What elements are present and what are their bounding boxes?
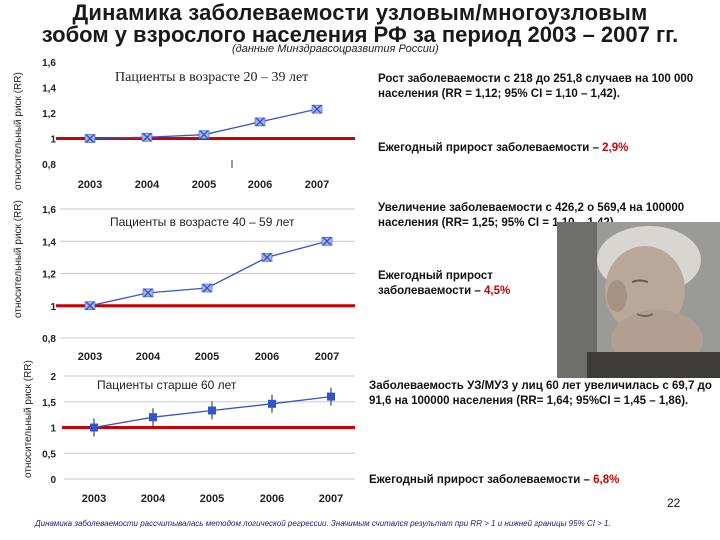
y-tick-label: 0 — [50, 475, 56, 486]
panel-growth-3: Ежегодный прирост заболеваемости – 6,8% — [369, 473, 714, 488]
panel-text-3: Заболеваемость УЗ/МУЗ у лиц 60 лет увели… — [369, 380, 712, 407]
data-point-cross — [322, 236, 332, 246]
data-point — [84, 134, 96, 143]
footnote: Динамика заболеваемости рассчитывалась м… — [35, 519, 611, 528]
data-point — [149, 413, 157, 422]
y-tick-label: 1,2 — [42, 270, 56, 281]
x-tick-label: 2004 — [136, 351, 161, 363]
y-tick-label: 1 — [50, 302, 56, 313]
x-tick-label: 2006 — [260, 493, 284, 505]
panel-growth-1: Ежегодный прирост заболеваемости – 2,9% — [378, 141, 713, 156]
panel-text-1: Рост заболеваемости с 218 до 251,8 случа… — [378, 73, 694, 100]
data-point — [208, 406, 216, 415]
y-tick-label: 1,4 — [42, 237, 56, 248]
y-tick-label: 0,5 — [42, 449, 56, 460]
x-tick-label: 2005 — [195, 351, 219, 363]
data-point — [141, 132, 153, 142]
data-point — [311, 104, 323, 114]
x-tick-label: 2003 — [78, 179, 102, 191]
data-point-cross — [85, 134, 95, 143]
page-number: 22 — [667, 496, 681, 510]
slide-title-line2: зобом у взрослого населения РФ за период… — [41, 22, 679, 47]
growth-value-1: 2,9% — [602, 142, 629, 154]
x-tick-label: 2006 — [255, 351, 279, 363]
panel-subtitle-2: Пациенты в возрасте 40 – 59 лет — [110, 215, 295, 229]
panel-subtitle-1: Пациенты в возрасте 20 – 39 лет — [115, 70, 309, 85]
patient-photo-drawing — [557, 222, 720, 378]
y-tick-label: 1 — [50, 424, 56, 435]
slide-title-line1: Динамика заболеваемости узловым/многоузл… — [72, 0, 648, 25]
data-point-cross — [85, 301, 95, 311]
growth-label-3: Ежегодный прирост заболеваемости – — [369, 474, 590, 486]
panel-growth-2: Ежегодный прирост заболеваемости – 4,5% — [378, 269, 553, 299]
growth-label-2: Ежегодный прирост заболеваемости – — [378, 270, 493, 297]
data-point-cross — [142, 132, 152, 142]
y-tick-label: 0,8 — [42, 160, 56, 171]
x-tick-label: 2006 — [248, 179, 272, 191]
data-point — [142, 288, 154, 298]
y-tick-label: 0,8 — [42, 334, 56, 345]
data-point — [198, 130, 210, 140]
y-tick-label: 1 — [50, 135, 56, 146]
data-point — [254, 117, 266, 127]
data-point — [321, 236, 333, 246]
y-tick-label: 1,6 — [42, 58, 56, 69]
data-point-cross — [202, 283, 212, 293]
data-point — [90, 423, 98, 432]
data-source: (данные Минздравсоцразвития России) — [232, 43, 439, 55]
y-tick-label: 1,5 — [42, 398, 56, 409]
panel-subtitle-3: Пациенты старше 60 лет — [97, 378, 237, 392]
data-point-cross — [255, 117, 265, 127]
data-point-cross — [199, 130, 209, 140]
patient-photo — [557, 222, 720, 378]
x-tick-label: 2004 — [141, 493, 166, 505]
x-tick-label: 2003 — [82, 493, 106, 505]
x-tick-label: 2007 — [305, 179, 329, 191]
data-point — [268, 399, 276, 408]
x-tick-label: 2004 — [135, 179, 160, 191]
slide-title: Динамика заболеваемости узловым/многоузл… — [0, 2, 720, 46]
y-tick-label: 1,6 — [42, 205, 56, 216]
data-point — [201, 283, 213, 293]
data-point — [261, 252, 273, 262]
y-tick-label: 1,2 — [42, 109, 56, 120]
data-point — [84, 301, 96, 311]
data-point-cross — [143, 288, 153, 298]
x-tick-label: 2005 — [192, 179, 216, 191]
x-tick-label: 2003 — [78, 351, 102, 363]
growth-value-2: 4,5% — [484, 285, 511, 297]
x-tick-label: 2007 — [319, 493, 343, 505]
y-tick-label: 1,4 — [42, 84, 56, 95]
y-tick-label: 2 — [50, 372, 56, 383]
growth-label-1: Ежегодный прирост заболеваемости – — [378, 142, 599, 154]
data-point-cross — [262, 252, 272, 262]
x-tick-label: 2007 — [315, 351, 339, 363]
growth-value-3: 6,8% — [593, 474, 620, 486]
x-tick-label: 2005 — [200, 493, 224, 505]
data-point — [327, 392, 335, 401]
data-point-cross — [312, 104, 322, 114]
